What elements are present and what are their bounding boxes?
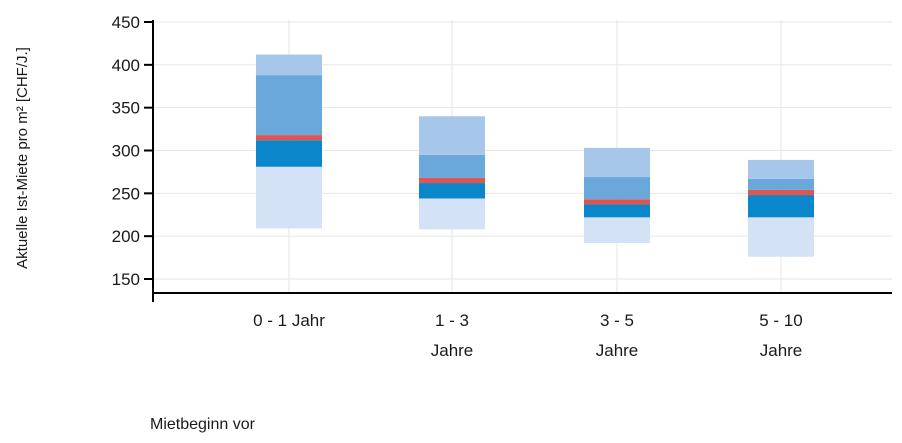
y-axis-title: Aktuelle Ist-Miete pro m² [CHF/J.] [14,47,31,269]
box-band-2 [748,195,814,218]
box-band-3 [256,135,322,141]
y-tick-label: 300 [112,142,140,161]
x-category-label: 1 - 3 [435,311,469,330]
y-tick-label: 200 [112,227,140,246]
box-band-3 [748,189,814,196]
box-band-4 [419,154,485,178]
box-band-2 [584,204,650,218]
x-category-label-line2: Jahre [596,341,639,360]
box-band-1 [419,198,485,230]
x-category-label: 5 - 10 [759,311,802,330]
box-band-2 [419,183,485,199]
y-tick-label: 450 [112,13,140,32]
axes [144,20,892,302]
box-1 [256,54,322,229]
box-band-3 [584,199,650,205]
box-band-3 [419,177,485,184]
x-category-label: 0 - 1 Jahr [253,311,325,330]
y-tick-label: 400 [112,56,140,75]
y-tick-labels: 150 200 250 300 350 400 450 [112,13,140,289]
box-band-4 [584,177,650,200]
box-2 [419,116,485,230]
box-band-2 [256,140,322,167]
box-3 [584,147,650,244]
box-band-1 [748,217,814,257]
x-axis-title: Mietbeginn vor [150,416,255,433]
y-tick-label: 150 [112,270,140,289]
box-band-5 [419,116,485,155]
y-tick-label: 350 [112,99,140,118]
boxes [256,54,814,257]
box-band-4 [256,75,322,136]
y-tick-label: 250 [112,184,140,203]
x-category-label-line2: Jahre [431,341,474,360]
box-band-1 [584,217,650,244]
x-category-label: 3 - 5 [600,311,634,330]
box-band-5 [256,54,322,76]
box-band-4 [748,178,814,190]
x-category-label-line2: Jahre [760,341,803,360]
box-band-5 [748,159,814,179]
x-category-labels: 0 - 1 Jahr 1 - 3 Jahre 3 - 5 Jahre 5 - 10 Jahr… [253,311,803,360]
box-band-5 [584,147,650,178]
box-band-1 [256,166,322,229]
box-4 [748,159,814,257]
